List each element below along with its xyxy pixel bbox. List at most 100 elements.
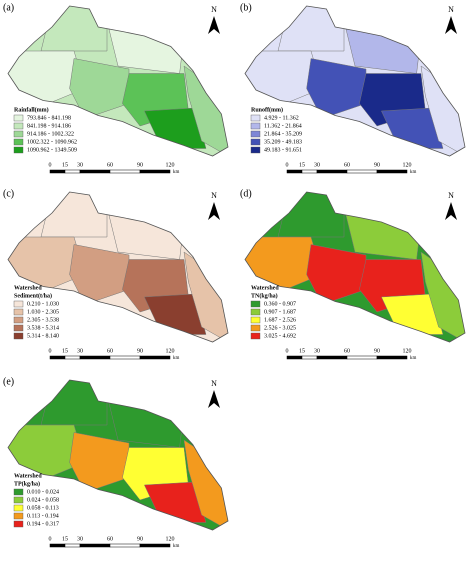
legend-label: 21.864 - 35.209 bbox=[264, 131, 302, 137]
sub-basin bbox=[40, 192, 108, 238]
legend-label: 2.526 - 3.025 bbox=[264, 325, 296, 331]
legend-swatch bbox=[13, 512, 24, 520]
scale-unit: km bbox=[410, 170, 417, 175]
scale-tick-label: 60 bbox=[107, 162, 113, 168]
legend-label: 35.209 - 49.183 bbox=[264, 139, 302, 145]
legend-title: Runoff(mm) bbox=[251, 106, 283, 113]
scale-segment bbox=[79, 355, 111, 360]
scale-tick-label: 90 bbox=[137, 162, 143, 168]
legend-title: Watershed bbox=[14, 285, 42, 291]
legend-label: 5.314 - 8.140 bbox=[27, 333, 59, 339]
legend-label: 11.362 - 21.864 bbox=[264, 123, 302, 129]
legend-swatch bbox=[250, 324, 261, 332]
watershed-outline bbox=[244, 191, 466, 343]
legend-swatch bbox=[13, 130, 24, 138]
panel-label: (d) bbox=[240, 188, 252, 199]
legend-swatch bbox=[13, 300, 24, 308]
legend-swatch bbox=[13, 324, 24, 332]
legend-swatch bbox=[13, 114, 24, 122]
scale-segment bbox=[64, 355, 81, 360]
scale-tick-label: 0 bbox=[286, 348, 289, 354]
scale-segment bbox=[301, 169, 318, 174]
legend-label: 1002.322 - 1090.962 bbox=[27, 139, 77, 145]
scale-segment bbox=[49, 169, 66, 174]
legend-label: 0.058 - 0.113 bbox=[27, 505, 59, 511]
scale-tick-label: 30 bbox=[77, 536, 83, 542]
scale-tick-label: 15 bbox=[62, 348, 68, 354]
scale-segment bbox=[139, 355, 171, 360]
legend-label: 4.929 - 11.362 bbox=[264, 115, 299, 121]
scale-tick-label: 90 bbox=[137, 348, 143, 354]
scale-segment bbox=[49, 355, 66, 360]
north-label: N bbox=[211, 5, 217, 14]
legend-swatch bbox=[13, 332, 24, 340]
scale-segment bbox=[139, 543, 171, 548]
north-label: N bbox=[211, 379, 217, 388]
legend-swatch bbox=[13, 496, 24, 504]
panel-label: (b) bbox=[240, 2, 252, 13]
sub-basin bbox=[343, 206, 422, 260]
panel-label: (c) bbox=[3, 188, 14, 199]
legend-swatch bbox=[250, 130, 261, 138]
sub-basin bbox=[106, 206, 185, 260]
legend-swatch bbox=[250, 138, 261, 146]
map-panel: (b) N Runoff(mm) 4.929 - 11.362 11.362 - 21.… bbox=[240, 2, 466, 175]
legend-title: Sediment(t/ha) bbox=[14, 292, 52, 299]
scale-unit: km bbox=[173, 356, 180, 361]
map bbox=[245, 6, 465, 156]
legend-label: 0.210 - 1.030 bbox=[27, 301, 59, 307]
legend-label: 0.024 - 0.058 bbox=[27, 497, 59, 503]
legend-label: 0.194 - 0.317 bbox=[27, 521, 59, 527]
scale-tick-label: 120 bbox=[166, 162, 175, 168]
scale-segment bbox=[79, 543, 111, 548]
scale-segment bbox=[316, 169, 348, 174]
north-label: N bbox=[448, 191, 454, 200]
scale-tick-label: 30 bbox=[314, 348, 320, 354]
scale-segment bbox=[109, 543, 141, 548]
scale-tick-label: 60 bbox=[107, 536, 113, 542]
scale-tick-label: 120 bbox=[403, 162, 412, 168]
watershed-outline bbox=[7, 5, 229, 157]
north-label: N bbox=[211, 191, 217, 200]
scale-tick-label: 60 bbox=[344, 162, 350, 168]
north-label: N bbox=[448, 5, 454, 14]
legend-title: Rainfall(mm) bbox=[14, 106, 49, 113]
scale-segment bbox=[64, 543, 81, 548]
scale-unit: km bbox=[173, 170, 180, 175]
legend-title: TP(kg/ha) bbox=[14, 480, 40, 487]
legend-swatch bbox=[13, 316, 24, 324]
north-arrow bbox=[208, 202, 220, 220]
legend-label: 1.687 - 2.526 bbox=[264, 317, 296, 323]
map bbox=[8, 6, 228, 156]
legend-title: Watershed bbox=[251, 285, 279, 291]
legend-swatch bbox=[13, 308, 24, 316]
legend-label: 0.113 - 0.194 bbox=[27, 513, 59, 519]
scale-segment bbox=[79, 169, 111, 174]
sub-basin bbox=[40, 380, 108, 426]
scale-segment bbox=[346, 355, 378, 360]
scale-tick-label: 0 bbox=[49, 536, 52, 542]
legend-label: 1.030 - 2.305 bbox=[27, 309, 59, 315]
scale-tick-label: 30 bbox=[77, 162, 83, 168]
scale-tick-label: 60 bbox=[344, 348, 350, 354]
scale-tick-label: 15 bbox=[299, 162, 305, 168]
north-arrow bbox=[208, 390, 220, 408]
scale-tick-label: 15 bbox=[62, 536, 68, 542]
scale-tick-label: 90 bbox=[374, 348, 380, 354]
scale-segment bbox=[376, 355, 408, 360]
sub-basin bbox=[277, 6, 345, 52]
legend-swatch bbox=[13, 488, 24, 496]
sub-basin bbox=[277, 192, 345, 238]
sub-basin bbox=[40, 6, 108, 52]
legend-label: 3.538 - 5.314 bbox=[27, 325, 59, 331]
scale-tick-label: 30 bbox=[77, 348, 83, 354]
legend-label: 2.305 - 3.538 bbox=[27, 317, 59, 323]
watershed-outline bbox=[244, 5, 466, 157]
scale-segment bbox=[301, 355, 318, 360]
panel-label: (e) bbox=[3, 376, 14, 387]
scale-tick-label: 90 bbox=[374, 162, 380, 168]
legend-title: Watershed bbox=[14, 473, 42, 479]
sub-basin bbox=[306, 244, 367, 305]
